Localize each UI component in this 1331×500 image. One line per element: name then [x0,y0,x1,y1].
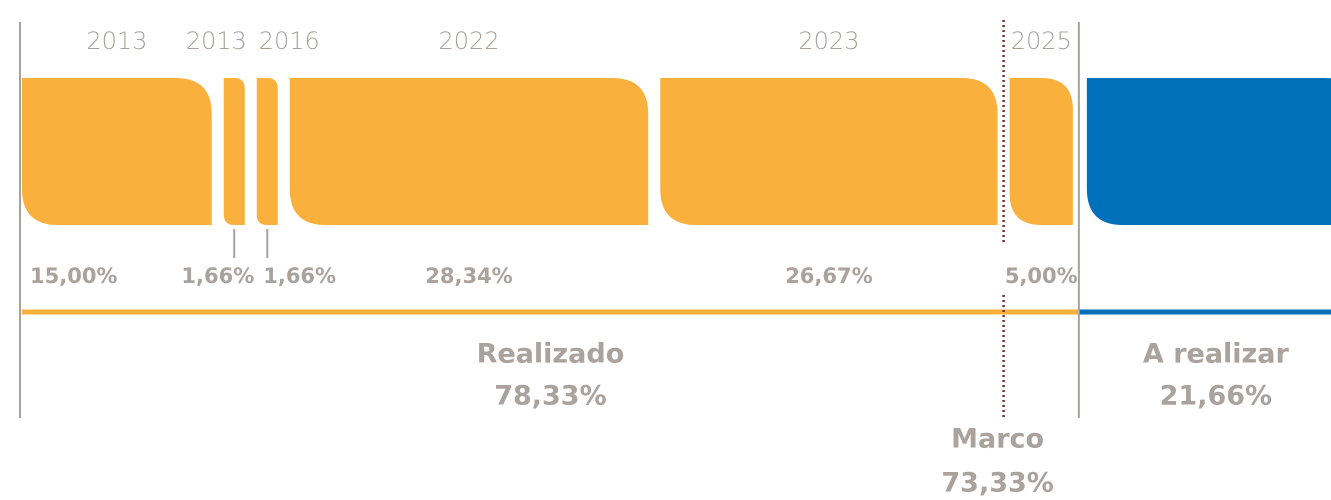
segment [1009,78,1073,225]
segment-label: 26,67% [785,264,872,288]
segment-label: 28,34% [425,264,512,288]
done-name: Realizado [477,339,625,370]
remaining-segment [1086,78,1331,225]
segment-year: 2023 [798,27,859,55]
segment [289,78,649,225]
marker-value: 73,33% [941,468,1053,499]
segment-year: 2025 [1011,27,1072,55]
marker-name: Marco [951,424,1044,455]
segment [22,78,212,225]
segment-year: 2022 [438,27,499,55]
segment [223,78,245,225]
segment-year: 2013 [186,27,247,55]
segment-label: 15,00% [30,264,117,288]
segment-label: 1,66% [181,264,254,288]
remaining-name: A realizar [1143,339,1290,370]
segment-year: 2016 [259,27,320,55]
segment-label: 1,66% [263,264,336,288]
segment [256,78,278,225]
done-value: 78,33% [494,381,606,412]
segment-year: 2013 [86,27,147,55]
remaining-value: 21,66% [1160,381,1272,412]
segment-label: 5,00% [1005,264,1078,288]
segment [660,78,998,225]
